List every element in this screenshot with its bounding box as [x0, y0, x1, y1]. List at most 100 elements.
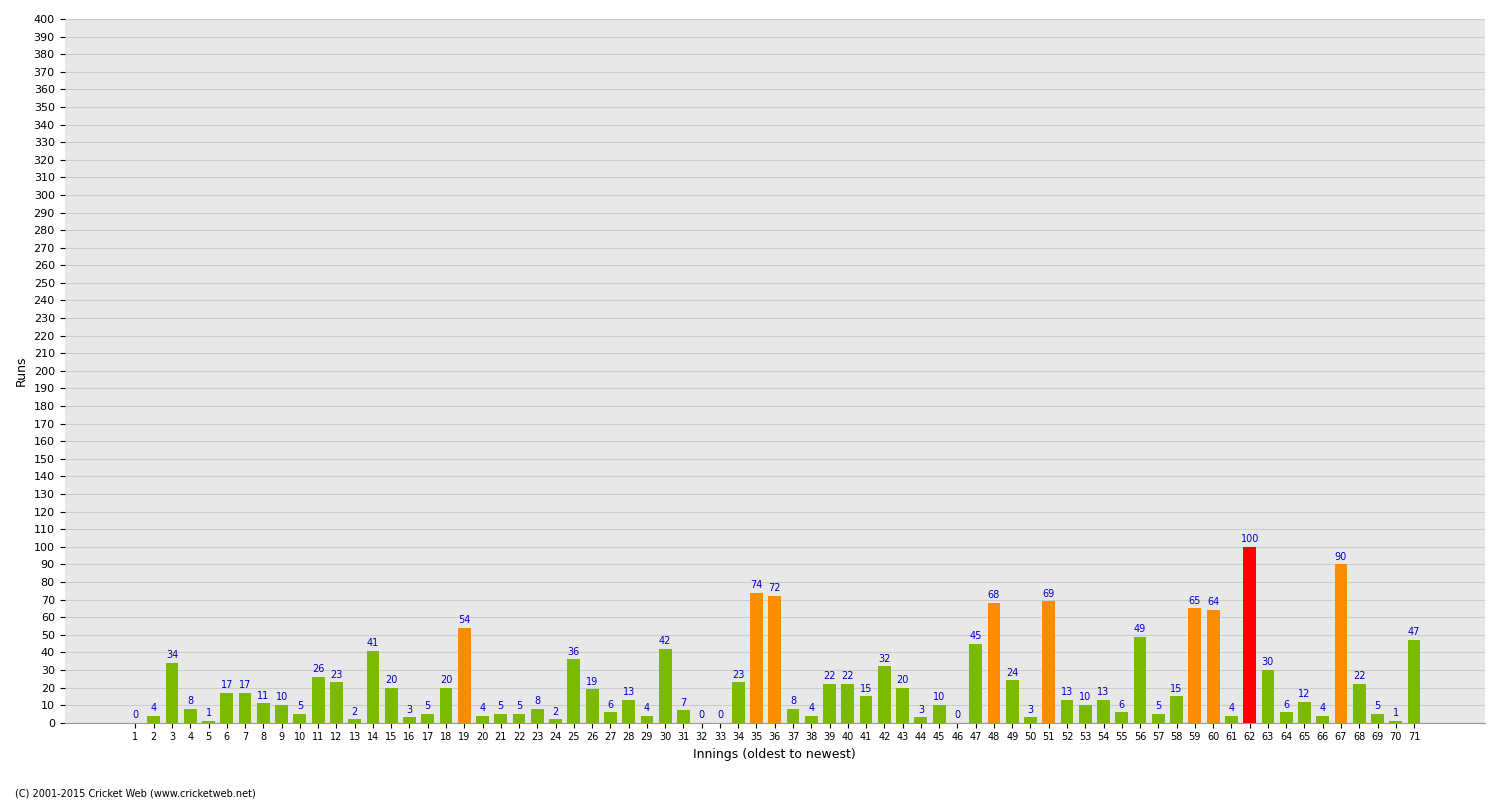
Bar — [458, 628, 471, 722]
Text: 6: 6 — [608, 699, 613, 710]
Text: 4: 4 — [808, 703, 814, 713]
Text: 5: 5 — [297, 702, 303, 711]
Bar — [495, 714, 507, 722]
Text: 2: 2 — [351, 706, 358, 717]
Bar — [1335, 564, 1347, 722]
Text: 4: 4 — [644, 703, 650, 713]
Text: 13: 13 — [1098, 687, 1110, 698]
Text: 30: 30 — [1262, 658, 1274, 667]
Bar — [896, 687, 909, 722]
Text: 72: 72 — [768, 583, 782, 594]
Bar — [1371, 714, 1384, 722]
Text: 6: 6 — [1282, 699, 1288, 710]
Text: 5: 5 — [424, 702, 430, 711]
Text: 4: 4 — [480, 703, 486, 713]
Text: 2: 2 — [552, 706, 558, 717]
Text: 12: 12 — [1299, 689, 1311, 699]
Bar — [1353, 684, 1365, 722]
Bar — [658, 649, 672, 722]
Bar — [184, 709, 196, 722]
Text: 10: 10 — [1078, 693, 1092, 702]
Text: 3: 3 — [1028, 705, 1033, 715]
Text: 22: 22 — [824, 671, 836, 682]
Bar — [622, 700, 634, 722]
Text: 22: 22 — [1353, 671, 1365, 682]
Text: 10: 10 — [276, 693, 288, 702]
Bar — [422, 714, 434, 722]
Bar — [768, 596, 782, 722]
Bar — [987, 603, 1000, 722]
Bar — [440, 687, 453, 722]
Text: 42: 42 — [658, 636, 672, 646]
Bar — [312, 677, 324, 722]
Text: 4: 4 — [1320, 703, 1326, 713]
Bar — [640, 716, 654, 722]
Text: 17: 17 — [220, 680, 232, 690]
Text: 0: 0 — [699, 710, 705, 720]
Text: 4: 4 — [150, 703, 158, 713]
Bar — [1188, 608, 1202, 722]
Text: 8: 8 — [534, 696, 540, 706]
Text: 0: 0 — [717, 710, 723, 720]
Text: 6: 6 — [1119, 699, 1125, 710]
Bar — [294, 714, 306, 722]
Bar — [1389, 721, 1402, 722]
Bar — [476, 716, 489, 722]
Bar — [750, 593, 764, 722]
X-axis label: Innings (oldest to newest): Innings (oldest to newest) — [693, 748, 856, 761]
Bar — [933, 705, 945, 722]
Bar — [202, 721, 214, 722]
Text: 0: 0 — [954, 710, 960, 720]
Text: 100: 100 — [1240, 534, 1258, 544]
Bar — [531, 709, 543, 722]
Text: 5: 5 — [1155, 702, 1161, 711]
Bar — [366, 650, 380, 722]
Text: (C) 2001-2015 Cricket Web (www.cricketweb.net): (C) 2001-2015 Cricket Web (www.cricketwe… — [15, 788, 255, 798]
Text: 20: 20 — [897, 675, 909, 685]
Bar — [348, 719, 361, 722]
Text: 17: 17 — [238, 680, 252, 690]
Bar — [915, 718, 927, 722]
Text: 64: 64 — [1208, 598, 1219, 607]
Text: 10: 10 — [933, 693, 945, 702]
Bar — [1170, 696, 1184, 722]
Text: 65: 65 — [1188, 596, 1202, 606]
Bar — [165, 663, 178, 722]
Text: 74: 74 — [750, 580, 762, 590]
Bar — [969, 643, 982, 722]
Text: 69: 69 — [1042, 589, 1054, 598]
Text: 41: 41 — [368, 638, 380, 648]
Bar — [1298, 702, 1311, 722]
Y-axis label: Runs: Runs — [15, 356, 28, 386]
Bar — [1116, 712, 1128, 722]
Bar — [1024, 718, 1036, 722]
Bar — [1280, 712, 1293, 722]
Text: 68: 68 — [988, 590, 1000, 601]
Text: 23: 23 — [732, 670, 744, 680]
Text: 23: 23 — [330, 670, 342, 680]
Bar — [1042, 602, 1054, 722]
Bar — [330, 682, 344, 722]
Bar — [1206, 610, 1219, 722]
Bar — [1262, 670, 1275, 722]
Text: 11: 11 — [256, 690, 270, 701]
Bar — [786, 709, 800, 722]
Bar — [1096, 700, 1110, 722]
Text: 19: 19 — [586, 677, 598, 686]
Text: 3: 3 — [918, 705, 924, 715]
Text: 8: 8 — [790, 696, 796, 706]
Text: 24: 24 — [1007, 668, 1019, 678]
Text: 45: 45 — [969, 631, 982, 641]
Bar — [1078, 705, 1092, 722]
Text: 7: 7 — [681, 698, 687, 708]
Bar — [147, 716, 160, 722]
Bar — [274, 705, 288, 722]
Text: 20: 20 — [440, 675, 452, 685]
Bar — [676, 710, 690, 722]
Bar — [238, 693, 252, 722]
Text: 5: 5 — [498, 702, 504, 711]
Bar — [824, 684, 836, 722]
Text: 8: 8 — [188, 696, 194, 706]
Text: 1: 1 — [206, 708, 212, 718]
Text: 1: 1 — [1392, 708, 1400, 718]
